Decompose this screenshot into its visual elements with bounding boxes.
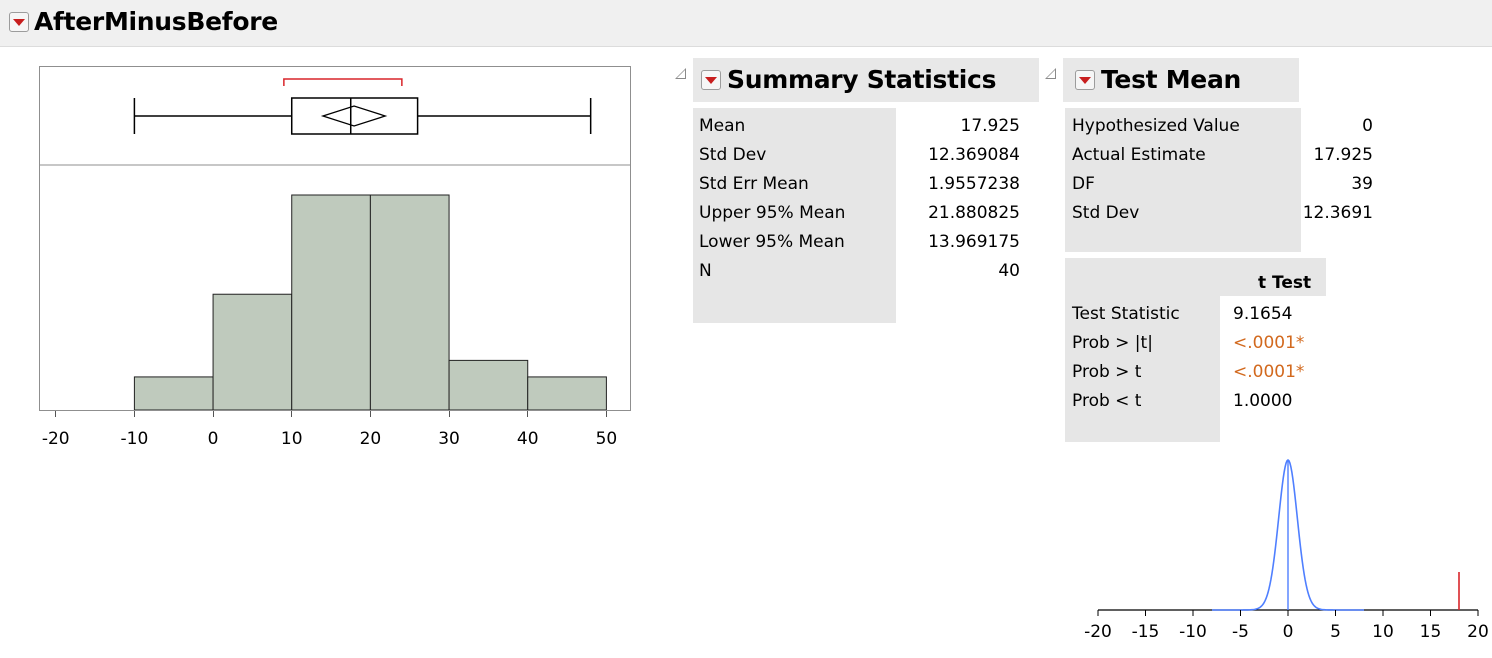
histogram-tick-mark <box>527 411 529 417</box>
summary-row-label: N <box>699 261 712 281</box>
t-test-row-value: 1.0000 <box>1233 391 1293 411</box>
t-test-row-label: Prob > t <box>1072 362 1142 382</box>
histogram-tick-mark <box>212 411 214 417</box>
summary-row-label: Std Err Mean <box>699 174 809 194</box>
histogram-tick-label: 50 <box>595 429 618 449</box>
histogram-tick-label: -20 <box>41 429 70 449</box>
summary-row-label: Mean <box>699 116 746 136</box>
t-test-row-label: Prob < t <box>1072 391 1142 411</box>
summary-header: Summary Statistics <box>693 58 1039 102</box>
test-mean-row-label: DF <box>1072 174 1095 194</box>
histogram-bar[interactable] <box>527 376 607 410</box>
t-test-label-column <box>1065 296 1220 442</box>
summary-row-value: 21.880825 <box>928 203 1020 223</box>
test-mean-row-label: Hypothesized Value <box>1072 116 1240 136</box>
histogram-tick-label: -10 <box>120 429 149 449</box>
histogram-tick-mark <box>291 411 293 417</box>
test-mean-row-label: Std Dev <box>1072 203 1140 223</box>
summary-row-label: Lower 95% Mean <box>699 232 845 252</box>
t-tick-label: 20 <box>1467 622 1489 642</box>
shortest-half-bracket <box>283 78 403 86</box>
summary-row-value: 17.925 <box>960 116 1020 136</box>
summary-statistics-panel: Summary Statistics Mean 17.925 Std Dev 12.3… <box>675 56 1039 326</box>
report-header: AfterMinusBefore <box>0 0 1492 47</box>
summary-row-label: Std Dev <box>699 145 767 165</box>
histogram-tick-mark <box>448 411 450 417</box>
t-tick-label: 5 <box>1330 622 1341 642</box>
histogram-bar[interactable] <box>212 293 293 410</box>
histogram-svg <box>40 78 630 410</box>
test-mean-panel: Test Mean Hypothesized Value 0 Actual Esti… <box>1045 56 1492 658</box>
summary-menu-button[interactable] <box>701 70 721 90</box>
t-test-row-value: <.0001* <box>1233 362 1305 382</box>
t-tick-label: -20 <box>1084 622 1112 642</box>
t-test-row-label: Test Statistic <box>1072 304 1180 324</box>
test-mean-row-value: 12.3691 <box>1302 203 1373 223</box>
t-distribution-plot[interactable] <box>1080 448 1490 628</box>
report-menu-button[interactable] <box>9 12 29 32</box>
histogram-tick-label: 40 <box>516 429 539 449</box>
test-mean-row-label: Actual Estimate <box>1072 145 1206 165</box>
mean-confidence-diamond <box>320 105 388 127</box>
report-title: AfterMinusBefore <box>34 7 278 36</box>
summary-disclosure-icon[interactable] <box>675 68 686 79</box>
test-mean-header: Test Mean <box>1063 58 1299 102</box>
histogram-bar[interactable] <box>291 194 371 410</box>
histogram-bar[interactable] <box>133 376 214 410</box>
histogram-tick-label: 20 <box>359 429 382 449</box>
histogram-plot[interactable] <box>39 66 631 411</box>
histogram-tick-mark <box>605 411 607 417</box>
t-test-row-value: 9.1654 <box>1233 304 1293 324</box>
histogram-tick-label: 0 <box>207 429 219 449</box>
histogram-tick-mark <box>369 411 371 417</box>
summary-label-column <box>693 108 896 323</box>
boxplot-box[interactable] <box>290 97 419 135</box>
summary-title: Summary Statistics <box>727 65 997 94</box>
histogram-bar[interactable] <box>448 359 529 410</box>
summary-row-value: 12.369084 <box>928 145 1020 165</box>
test-mean-row-value: 17.925 <box>1313 145 1373 165</box>
histogram-tick-label: 10 <box>280 429 303 449</box>
test-mean-menu-button[interactable] <box>1075 70 1095 90</box>
test-mean-row-value: 0 <box>1362 116 1373 136</box>
t-tick-label: -5 <box>1232 622 1249 642</box>
histogram-tick-label: 30 <box>438 429 460 449</box>
summary-row-value: 40 <box>998 261 1020 281</box>
t-tick-label: -15 <box>1131 622 1160 642</box>
t-tick-label: 0 <box>1282 622 1294 642</box>
summary-row-label: Upper 95% Mean <box>699 203 846 223</box>
test-mean-label-column <box>1065 108 1301 252</box>
t-test-header-bg <box>1065 258 1326 296</box>
summary-row-value: 1.9557238 <box>928 174 1020 194</box>
t-tick-label: -10 <box>1179 622 1207 642</box>
t-test-header: t Test <box>1258 273 1312 293</box>
histogram-bar[interactable] <box>369 194 450 410</box>
test-mean-disclosure-icon[interactable] <box>1045 68 1056 79</box>
summary-row-value: 13.969175 <box>928 232 1020 252</box>
t-test-row-label: Prob > |t| <box>1072 333 1153 353</box>
test-mean-row-value: 39 <box>1351 174 1373 194</box>
t-tick-label: 15 <box>1419 622 1442 642</box>
histogram-tick-mark <box>133 411 135 417</box>
t-test-row-value: <.0001* <box>1233 333 1305 353</box>
t-tick-label: 10 <box>1372 622 1394 642</box>
test-mean-title: Test Mean <box>1101 65 1242 94</box>
histogram-tick-mark <box>55 411 57 417</box>
